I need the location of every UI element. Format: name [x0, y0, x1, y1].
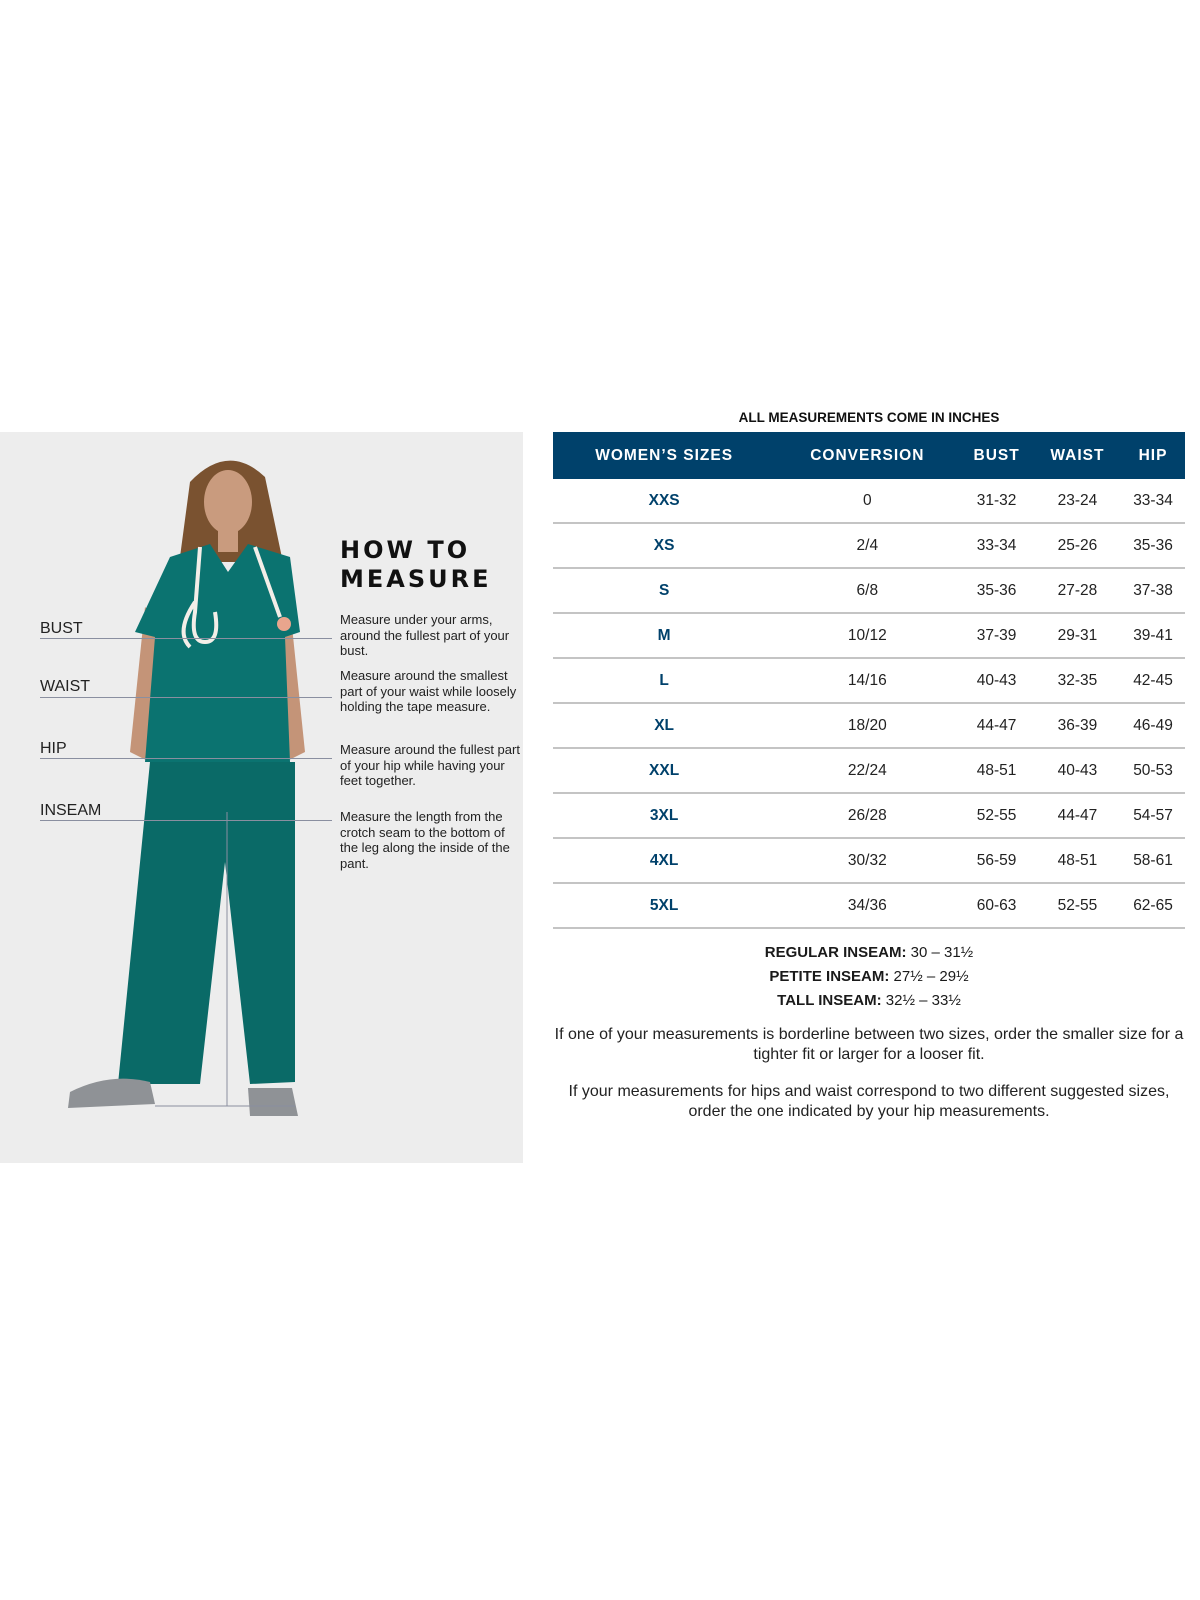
header-hip: HIP [1121, 432, 1185, 479]
table-row: 5XL 34/36 60-63 52-55 62-65 [553, 883, 1185, 929]
model-photo [68, 460, 305, 1116]
cell-waist: 29-31 [1033, 613, 1122, 659]
heading-line-2: MEASURE [340, 565, 492, 593]
heading-line-1: HOW TO [340, 536, 471, 564]
table-row: XXL 22/24 48-51 40-43 50-53 [553, 748, 1185, 794]
cell-size: 5XL [553, 883, 776, 929]
cell-bust: 40-43 [959, 658, 1034, 704]
waist-label: WAIST [40, 678, 91, 695]
cell-bust: 48-51 [959, 748, 1034, 794]
cell-conversion: 0 [775, 479, 960, 524]
cell-waist: 52-55 [1033, 883, 1122, 929]
petite-inseam: PETITE INSEAM: 27½ – 29½ [553, 965, 1185, 989]
cell-hip: 33-34 [1121, 479, 1185, 524]
cell-hip: 35-36 [1121, 523, 1185, 569]
cell-waist: 44-47 [1033, 793, 1122, 839]
cell-bust: 56-59 [959, 838, 1034, 884]
table-row: M 10/12 37-39 29-31 39-41 [553, 613, 1185, 659]
regular-inseam: REGULAR INSEAM: 30 – 31½ [553, 941, 1185, 965]
inseam-description: Measure the length from the crotch seam … [340, 809, 510, 871]
header-conversion: CONVERSION [775, 432, 960, 479]
how-to-measure-heading: HOW TO MEASURE [340, 536, 492, 594]
bust-label: BUST [40, 620, 83, 637]
bust-description: Measure under your arms, around the full… [340, 612, 510, 658]
cell-waist: 40-43 [1033, 748, 1122, 794]
cell-waist: 48-51 [1033, 838, 1122, 884]
cell-hip: 50-53 [1121, 748, 1185, 794]
inseam-label: TALL INSEAM: [777, 992, 882, 1009]
cell-size: S [553, 568, 776, 614]
cell-conversion: 34/36 [775, 883, 960, 929]
cell-bust: 44-47 [959, 703, 1034, 749]
cell-conversion: 2/4 [775, 523, 960, 569]
waist-description: Measure around the smallest part of your… [340, 668, 517, 714]
cell-hip: 62-65 [1121, 883, 1185, 929]
table-row: 4XL 30/32 56-59 48-51 58-61 [553, 838, 1185, 884]
inseam-label: INSEAM [40, 802, 102, 819]
cell-hip: 58-61 [1121, 838, 1185, 884]
cell-hip: 37-38 [1121, 568, 1185, 614]
cell-conversion: 10/12 [775, 613, 960, 659]
borderline-note: If one of your measurements is borderlin… [554, 1026, 1184, 1063]
hip-line [40, 758, 332, 759]
cell-size: XL [553, 703, 776, 749]
how-to-measure-panel: BUST WAIST HIP INSEAM HOW TO MEASURE Mea… [0, 432, 523, 1163]
inseam-label: PETITE INSEAM: [769, 968, 890, 985]
cell-conversion: 26/28 [775, 793, 960, 839]
cell-conversion: 30/32 [775, 838, 960, 884]
cell-waist: 25-26 [1033, 523, 1122, 569]
cell-waist: 32-35 [1033, 658, 1122, 704]
waist-line [40, 697, 332, 698]
table-row: S 6/8 35-36 27-28 37-38 [553, 568, 1185, 614]
cell-bust: 37-39 [959, 613, 1034, 659]
cell-hip: 39-41 [1121, 613, 1185, 659]
cell-hip: 42-45 [1121, 658, 1185, 704]
cell-waist: 27-28 [1033, 568, 1122, 614]
cell-size: 3XL [553, 793, 776, 839]
table-row: 3XL 26/28 52-55 44-47 54-57 [553, 793, 1185, 839]
table-row: XL 18/20 44-47 36-39 46-49 [553, 703, 1185, 749]
inseam-value: 30 – 31½ [910, 944, 974, 961]
cell-hip: 54-57 [1121, 793, 1185, 839]
cell-bust: 35-36 [959, 568, 1034, 614]
cell-size: M [553, 613, 776, 659]
cell-waist: 36-39 [1033, 703, 1122, 749]
hip-description: Measure around the fullest part of your … [340, 742, 520, 788]
cell-conversion: 18/20 [775, 703, 960, 749]
size-chart-table: WOMEN’S SIZES CONVERSION BUST WAIST HIP … [553, 432, 1185, 929]
cell-bust: 33-34 [959, 523, 1034, 569]
cell-bust: 52-55 [959, 793, 1034, 839]
hip-label: HIP [40, 740, 67, 757]
header-bust: BUST [959, 432, 1034, 479]
table-header-row: WOMEN’S SIZES CONVERSION BUST WAIST HIP [553, 432, 1185, 479]
header-waist: WAIST [1033, 432, 1122, 479]
hip-waist-note: If your measurements for hips and waist … [568, 1083, 1170, 1120]
bust-line [40, 638, 332, 639]
inseam-value: 27½ – 29½ [893, 968, 969, 985]
cell-size: 4XL [553, 838, 776, 884]
table-row: XS 2/4 33-34 25-26 35-36 [553, 523, 1185, 569]
units-note: ALL MEASUREMENTS COME IN INCHES [738, 410, 1000, 425]
cell-waist: 23-24 [1033, 479, 1122, 524]
cell-size: XS [553, 523, 776, 569]
cell-hip: 46-49 [1121, 703, 1185, 749]
inseam-value: 32½ – 33½ [885, 992, 961, 1009]
tall-inseam: TALL INSEAM: 32½ – 33½ [553, 989, 1185, 1013]
cell-size: XXS [553, 479, 776, 524]
table-row: XXS 0 31-32 23-24 33-34 [553, 479, 1185, 524]
inseam-line [40, 820, 332, 821]
cell-conversion: 14/16 [775, 658, 960, 704]
cell-conversion: 6/8 [775, 568, 960, 614]
cell-conversion: 22/24 [775, 748, 960, 794]
cell-bust: 31-32 [959, 479, 1034, 524]
inseam-label: REGULAR INSEAM: [764, 944, 907, 961]
cell-size: L [553, 658, 776, 704]
header-sizes: WOMEN’S SIZES [553, 432, 776, 479]
table-row: L 14/16 40-43 32-35 42-45 [553, 658, 1185, 704]
inseam-lengths: REGULAR INSEAM: 30 – 31½ PETITE INSEAM: … [553, 941, 1185, 1013]
cell-size: XXL [553, 748, 776, 794]
cell-bust: 60-63 [959, 883, 1034, 929]
